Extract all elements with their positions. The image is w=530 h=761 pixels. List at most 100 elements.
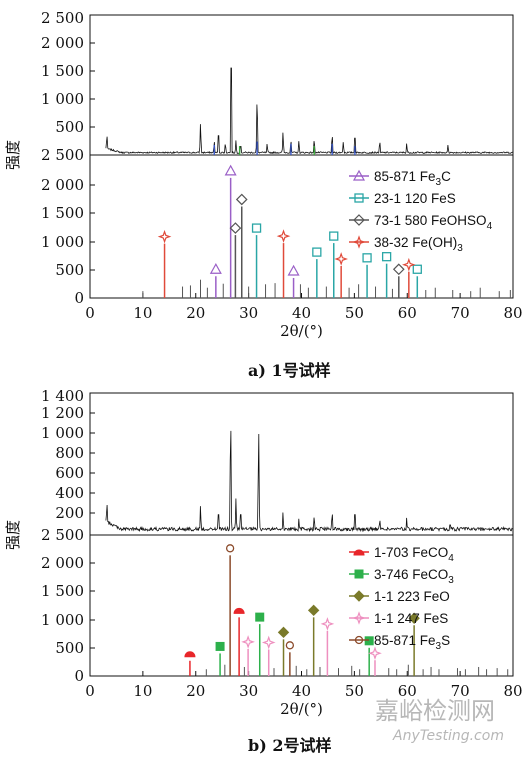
pa-yaxis-label: 强度 <box>4 140 22 170</box>
pb-series-3-marker <box>241 635 255 649</box>
pb-series-0-legend-text: 1-703 FeCO <box>374 545 448 560</box>
pa-xtick-label: 0 <box>85 304 95 322</box>
pa-series-3-legend-text: 38-32 Fe(OH) <box>374 235 457 250</box>
pb-series-2-marker <box>408 612 420 624</box>
pa-ref-ytick-label: 0 <box>74 289 84 307</box>
pb-yaxis-label: 强度 <box>4 520 22 550</box>
pb-series-2-legend-text: 1-1 223 FeO <box>374 589 450 604</box>
pb-obs-ytick-label: 1 200 <box>41 404 84 422</box>
pb-series-3-marker <box>261 635 276 650</box>
pa-obs-ytick-label: 2 000 <box>41 34 84 52</box>
pb-series-2-marker <box>307 604 320 617</box>
pa-ref-ytick-label: 1 000 <box>41 233 84 251</box>
pb-series-1-legend-subscript: 3 <box>448 575 454 586</box>
pb-series-4-legend-marker <box>354 635 364 645</box>
pa-xtick-label: 30 <box>239 304 258 322</box>
pb-ref-ytick-label: 2 500 <box>41 526 84 544</box>
pb-xtick-label: 30 <box>239 682 258 700</box>
caption-b: b) 2号试样 <box>248 736 331 755</box>
pb-xaxis-label: 2θ/(°) <box>280 700 323 718</box>
pa-xtick-label: 60 <box>398 304 417 322</box>
pa-series-3-marker <box>276 229 291 243</box>
pb-obs-ytick-label: 1 000 <box>41 424 84 442</box>
pa-series-1-legend-marker <box>354 193 364 203</box>
pa-series-1-marker <box>381 252 392 262</box>
pa-series-2-legend-label: 73-1 580 FeOHSO4 <box>374 213 493 232</box>
pb-series-3-marker <box>320 617 335 631</box>
pb-xtick-label: 20 <box>186 682 205 700</box>
pa-series-0-legend-tail: C <box>441 169 451 184</box>
pa-ref-ytick-label: 2 500 <box>41 146 84 164</box>
pa-frame <box>89 14 514 299</box>
pb-series-4-legend-tail: S <box>441 633 450 648</box>
pa-series-0-legend-marker <box>352 169 366 181</box>
pa-series-2-legend-subscript: 4 <box>487 221 493 232</box>
pa-ref-ytick-label: 1 500 <box>41 204 84 222</box>
pb-series-0-legend-marker <box>353 549 365 556</box>
pb-series-0-marker <box>233 607 245 614</box>
pa-series-1-marker <box>251 223 262 233</box>
pa-series-3-marker <box>402 257 416 272</box>
pa-series-3-marker <box>334 252 348 266</box>
pb-series-4-legend-text: 85-871 Fe <box>374 633 436 648</box>
pb-series-1-marker <box>255 612 265 622</box>
pa-series-1-legend-label: 23-1 120 FeS <box>374 191 456 206</box>
pb-series-4-marker <box>285 641 295 650</box>
pb-xtick-label: 40 <box>292 682 311 700</box>
pb-xtick-label: 60 <box>398 682 417 700</box>
pb-xtick-label: 0 <box>85 682 95 700</box>
pa-series-2-legend-text: 73-1 580 FeOHSO <box>374 213 487 228</box>
pa-series-2-marker <box>235 193 248 206</box>
pb-series-2-marker <box>277 626 290 639</box>
pa-xtick-label: 10 <box>133 304 152 322</box>
pb-series-3-legend-marker <box>352 611 366 625</box>
pb-xtick-label: 70 <box>451 682 470 700</box>
pa-series-2-marker <box>392 263 405 276</box>
pb-xtick-label: 50 <box>345 682 364 700</box>
pb-series-3-legend-text: 1-1 247 FeS <box>374 611 448 626</box>
watermark-brand: 嘉峪检测网 <box>375 697 495 725</box>
pa-ref-ytick-label: 500 <box>55 261 84 279</box>
pb-series-0-legend-label: 1-703 FeCO4 <box>374 545 454 564</box>
pa-xtick-label: 40 <box>292 304 311 322</box>
pa-series-0-legend-label: 85-871 Fe3C <box>374 169 451 188</box>
watermark-site: AnyTesting.com <box>392 728 504 744</box>
pa-xaxis-label: 2θ/(°) <box>280 322 323 340</box>
pb-obs-ytick-label: 200 <box>55 504 84 522</box>
pa-series-1-marker <box>329 231 339 241</box>
pa-obs-ytick-label-top: 2 500 <box>41 9 84 27</box>
pa-xtick-label: 50 <box>345 304 364 322</box>
pa-series-3-legend-label: 38-32 Fe(OH)3 <box>374 235 463 254</box>
pa-series-0-marker <box>224 164 237 176</box>
pb-obs-ytick-label: 800 <box>55 444 84 462</box>
pb-xtick-label: 80 <box>503 682 522 700</box>
pa-series-1-marker <box>412 264 422 274</box>
pb-obs-ytick-label: 600 <box>55 464 84 482</box>
pb-series-0-marker <box>184 651 196 658</box>
pb-series-2-legend-label: 1-1 223 FeO <box>374 589 450 604</box>
pb-observed-pattern <box>105 430 513 533</box>
pb-series-1-legend-marker <box>354 569 364 579</box>
pb-series-1-marker <box>215 641 225 651</box>
pa-series-2-legend-marker <box>353 214 365 226</box>
pa-series-0-marker <box>209 263 222 274</box>
pb-series-4-marker <box>225 544 235 553</box>
pb-series-1-marker <box>364 636 374 646</box>
pa-xtick-label: 70 <box>451 304 470 322</box>
pb-series-3-marker <box>368 646 382 661</box>
pb-ref-ytick-label: 0 <box>74 667 84 685</box>
pb-series-4-legend-subscript: 3 <box>436 641 442 652</box>
pb-series-0-legend-subscript: 4 <box>448 553 454 564</box>
pa-series-3-legend-marker <box>352 235 366 249</box>
pa-series-1-marker <box>312 247 322 257</box>
pa-series-3-legend-subscript: 3 <box>457 243 463 254</box>
pb-xtick-label: 10 <box>133 682 152 700</box>
pb-obs-ytick-label: 400 <box>55 484 84 502</box>
pb-series-4-legend-label: 85-871 Fe3S <box>374 633 450 652</box>
pa-observed-pattern <box>105 67 513 155</box>
pa-ref-ytick-label: 2 000 <box>41 176 84 194</box>
pa-series-1-legend-text: 23-1 120 FeS <box>374 191 456 206</box>
pb-ref-ytick-label: 1 500 <box>41 582 84 600</box>
pa-xtick-label: 80 <box>503 304 522 322</box>
